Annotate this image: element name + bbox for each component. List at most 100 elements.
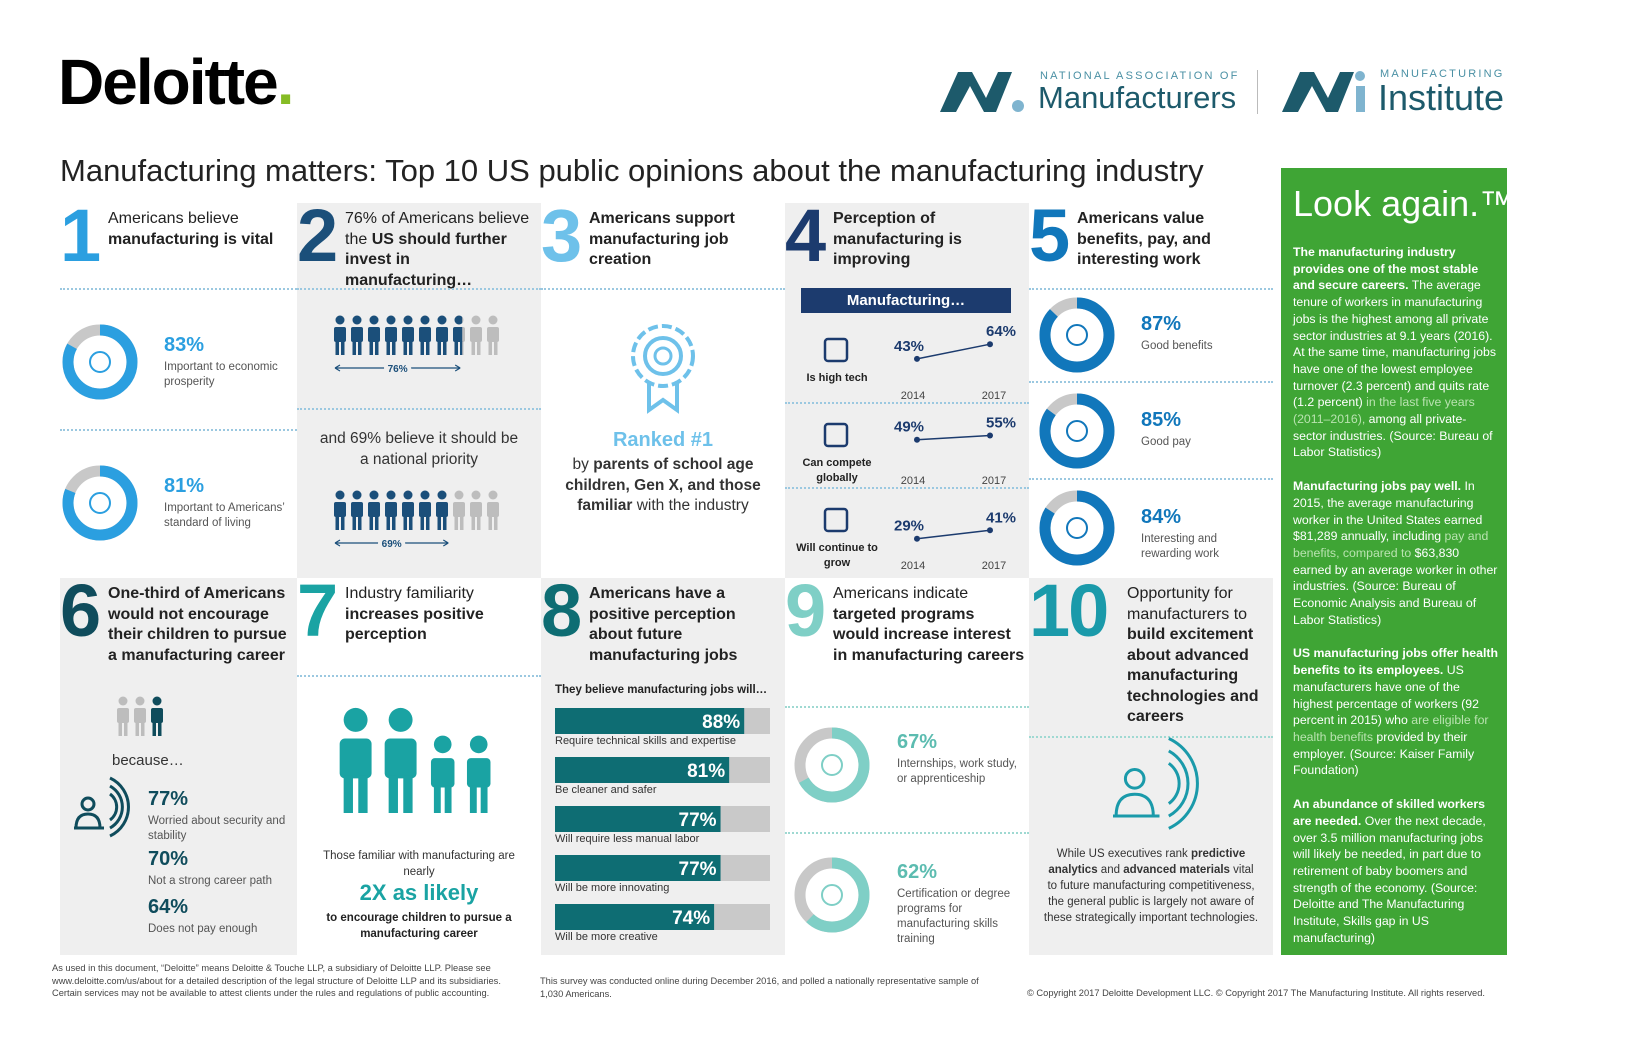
text-segment: The manufacturing industry provides one … bbox=[1293, 245, 1479, 293]
person bbox=[443, 341, 447, 355]
logo-dot bbox=[1355, 71, 1365, 81]
card-text: and 69% believe it should be a national … bbox=[319, 430, 519, 468]
banner: Manufacturing… bbox=[801, 288, 1011, 313]
page-title: Manufacturing matters: Top 10 US public … bbox=[60, 153, 1204, 188]
card: 4 Perception of manufacturing is improvin… bbox=[785, 199, 1029, 578]
text-segment: increases positive perception bbox=[345, 605, 484, 644]
stat-desc: Good pay bbox=[1141, 436, 1191, 448]
person bbox=[403, 315, 413, 325]
person bbox=[369, 315, 379, 325]
person bbox=[386, 341, 390, 355]
people-filled bbox=[334, 315, 463, 355]
pictogram-label: 69% bbox=[382, 539, 402, 550]
card-heading: Opportunity for manufacturers to build e… bbox=[1127, 584, 1269, 728]
person bbox=[460, 341, 463, 355]
bar-label: 74% bbox=[672, 908, 710, 929]
text-segment: $63,830 earned by an average worker in o… bbox=[1293, 545, 1498, 627]
text-segment: provided by their employer. (Source: Kai… bbox=[1293, 729, 1475, 778]
donut-arc bbox=[794, 857, 870, 933]
person bbox=[488, 315, 498, 325]
bar-label: 77% bbox=[679, 859, 717, 880]
bar-desc: Will be more creative bbox=[555, 931, 658, 943]
text-segment: are eligible for health benefits bbox=[1293, 713, 1489, 744]
person-part bbox=[384, 738, 417, 779]
row-label: Will continue to grow bbox=[796, 542, 878, 569]
divider bbox=[1029, 381, 1273, 383]
card-number: 4 bbox=[785, 194, 826, 277]
donut bbox=[62, 465, 138, 541]
person bbox=[460, 516, 464, 530]
pictogram bbox=[117, 696, 163, 736]
donut-arc bbox=[1039, 490, 1115, 566]
person bbox=[419, 327, 431, 342]
bar-chart-row: 88% bbox=[555, 708, 770, 734]
text-segment: Perception of manufacturing is improving bbox=[833, 210, 962, 268]
partner-small: MANUFACTURING bbox=[1380, 68, 1505, 80]
logo-dot bbox=[1012, 100, 1024, 112]
text-segment: 76% of Americans believe the bbox=[345, 210, 530, 248]
logo-shape bbox=[940, 72, 1012, 112]
row-icon bbox=[823, 337, 849, 363]
person bbox=[453, 327, 463, 342]
person bbox=[437, 341, 441, 355]
card: 2 76% of Americans believe the US should … bbox=[297, 199, 541, 578]
card: 5 Americans value benefits, pay, and inte… bbox=[1029, 199, 1273, 578]
person bbox=[375, 341, 379, 355]
text-segment: Over the next decade, over 3.5 million m… bbox=[1293, 813, 1486, 945]
person-part bbox=[469, 785, 477, 813]
stat-desc: Does not pay enough bbox=[148, 923, 258, 935]
donut-arc bbox=[1039, 393, 1115, 469]
divider bbox=[785, 706, 1029, 708]
icon-part bbox=[1113, 792, 1160, 818]
person bbox=[335, 341, 339, 355]
text-segment: pay and benefits, compared to bbox=[1293, 529, 1489, 560]
person bbox=[135, 722, 139, 736]
pictogram-label: 76% bbox=[388, 364, 408, 375]
donut-icon bbox=[1066, 324, 1088, 346]
donut bbox=[794, 857, 870, 933]
donut bbox=[62, 324, 138, 400]
bar-desc: Be cleaner and safer bbox=[555, 784, 657, 796]
icon-part bbox=[74, 812, 104, 830]
trend-label: 49% bbox=[894, 419, 924, 436]
stat-value: 83% bbox=[164, 334, 205, 356]
icon-part bbox=[823, 337, 849, 363]
person bbox=[158, 722, 162, 736]
person bbox=[134, 708, 146, 723]
icon-part bbox=[643, 336, 683, 376]
trend-line bbox=[916, 343, 991, 360]
text-segment: An abundance of skilled workers are need… bbox=[1293, 797, 1486, 828]
person bbox=[351, 502, 363, 517]
icon-part bbox=[631, 324, 695, 388]
person bbox=[487, 502, 499, 517]
person bbox=[117, 708, 129, 723]
mi-mark bbox=[1282, 71, 1365, 112]
deloitte-logo: Deloitte. bbox=[58, 50, 294, 114]
person bbox=[384, 707, 417, 813]
person bbox=[419, 502, 431, 517]
trend-point bbox=[987, 527, 993, 534]
logo-shape bbox=[1282, 72, 1354, 112]
divider bbox=[297, 288, 541, 290]
donut bbox=[1039, 490, 1115, 566]
bar-chart-row: 77% bbox=[555, 855, 770, 881]
because: because… bbox=[112, 752, 184, 769]
text-segment: One-third of Americans would not encoura… bbox=[108, 585, 287, 664]
person-part bbox=[403, 775, 413, 813]
person bbox=[403, 516, 407, 530]
divider bbox=[297, 675, 541, 677]
person bbox=[488, 490, 498, 500]
bar-chart-row: 74% bbox=[555, 904, 770, 930]
person bbox=[386, 490, 396, 500]
person bbox=[369, 516, 373, 530]
person-part bbox=[466, 758, 491, 788]
sidebar-paragraph: The manufacturing industry provides one … bbox=[1293, 244, 1499, 461]
text-segment: manufacturing is vital bbox=[108, 230, 274, 248]
text-segment: Industry familiarity bbox=[345, 585, 474, 602]
arrow bbox=[334, 539, 449, 547]
person bbox=[436, 502, 448, 517]
person bbox=[124, 722, 128, 736]
person bbox=[494, 341, 498, 355]
card-number: 3 bbox=[541, 194, 582, 277]
